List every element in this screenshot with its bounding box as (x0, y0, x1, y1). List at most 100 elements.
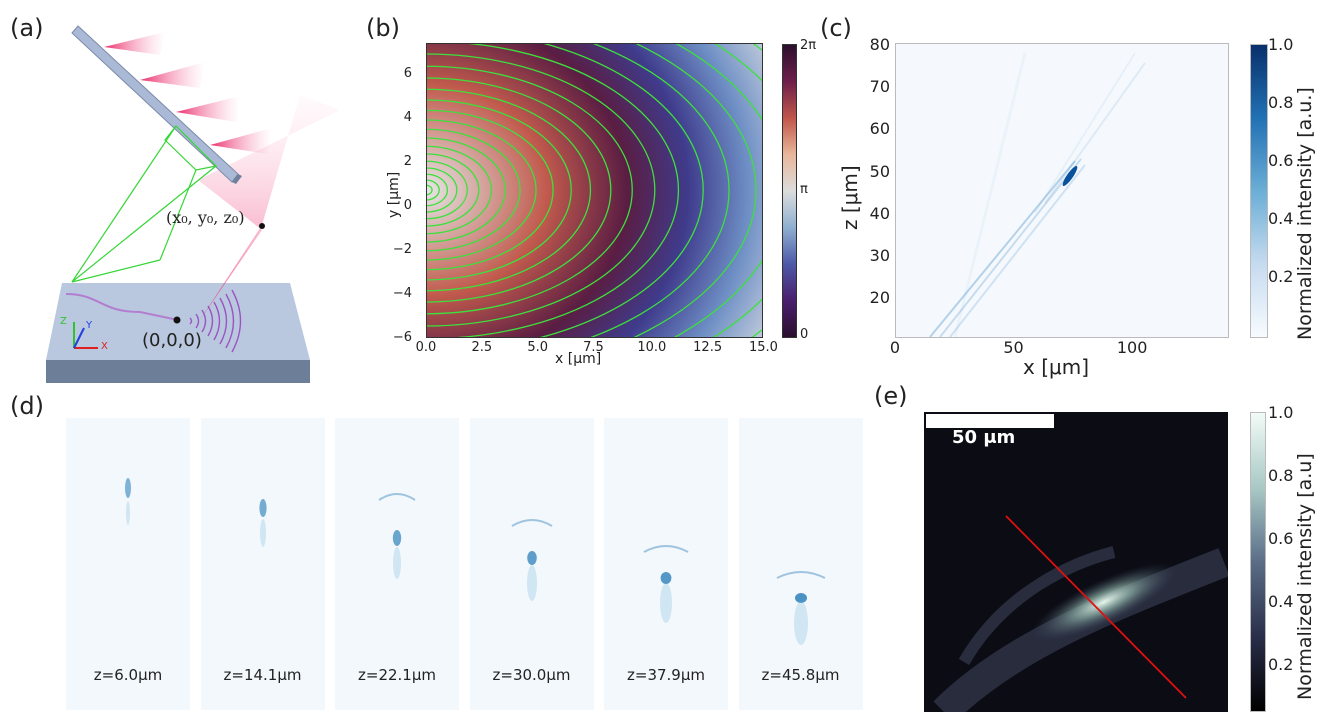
slice-panel: z=30.0μm (469, 418, 594, 710)
scalebar (926, 414, 1054, 428)
intensity-xz-x-tick: 100 (1116, 338, 1148, 357)
phase-contour (426, 119, 537, 261)
phase-contour (426, 137, 506, 243)
phase-colorbar-tick-pi: π (800, 182, 808, 197)
intensity-xz-y-tick: 20 (869, 288, 890, 308)
focus-dot (259, 223, 265, 229)
slice-image (510, 519, 553, 601)
phase-map-y-tick: 4 (403, 110, 412, 125)
phase-map-x-tick: 5.0 (527, 340, 548, 355)
phase-map-y-tick: 2 (403, 154, 412, 169)
phase-colorbar (782, 44, 797, 338)
axis-x-label: X (101, 341, 108, 352)
fiber-beam-1 (104, 32, 165, 55)
phase-map-x-tick: 2.5 (471, 340, 493, 355)
intensity-xz-y-tick: 70 (869, 77, 890, 97)
slice-image (378, 493, 416, 579)
measured-colorbar-tick: 0.4 (1268, 592, 1294, 611)
intensity-xz-frame (895, 43, 1229, 338)
phase-map-x-tick: 0.0 (415, 340, 437, 355)
slice-z-label: z=14.1μm (223, 666, 302, 684)
scalebar-label: 50 μm (952, 427, 1016, 448)
slice-panel: z=6.0μm (66, 418, 190, 710)
measured-colorbar-label: Normalized intensity [a.u] (1294, 453, 1316, 700)
focus-point-label: (x₀, y₀, z₀) (166, 208, 245, 227)
field-of-view-lines (71, 125, 218, 283)
phase-contour (426, 179, 440, 201)
slice-panel: z=45.8μm (738, 418, 863, 710)
intensity-xz-y-tick: 50 (869, 161, 890, 181)
panel-b-label: (b) (366, 14, 400, 42)
phase-contour (426, 145, 493, 235)
slice-image (125, 478, 131, 525)
phase-contour (426, 109, 554, 271)
panel-c-label: (c) (820, 14, 852, 42)
slice-image (258, 499, 267, 547)
phase-contour (426, 99, 572, 281)
intensity-xz-y-tick: 80 (869, 35, 890, 55)
intensity-xz-colorbar-tick: 1.0 (1268, 35, 1294, 54)
slice-image (643, 545, 689, 623)
axis-z-label: Z (60, 316, 67, 327)
origin-dot (173, 316, 181, 324)
measured-colorbar-tick: 1.0 (1268, 403, 1294, 422)
measured-colorbar-tick: 0.6 (1268, 529, 1294, 548)
slice-z-label: z=37.9μm (627, 666, 705, 684)
panel-e-label: (e) (874, 382, 908, 410)
measured-colorbar-tick: 0.8 (1268, 466, 1294, 485)
intensity-xz-colorbar-tick: 0.8 (1268, 93, 1294, 112)
fiber-beam-3 (176, 96, 240, 122)
phase-contour (426, 88, 592, 292)
phase-contour (539, 43, 704, 337)
chip-side (46, 360, 310, 383)
slice-z-label: z=45.8μm (761, 666, 840, 684)
phase-map-x-tick: 7.5 (583, 340, 604, 355)
intensity-xz-colorbar-tick: 0.4 (1268, 209, 1294, 228)
slice-z-label: z=22.1μm (358, 666, 436, 684)
slice-panel: z=14.1μm (200, 418, 325, 710)
phase-map-x-label: x [μm] (555, 351, 602, 367)
grating-emitter (189, 289, 242, 353)
intensity-xz-colorbar-label: Normalized intensity [a.u.] (1294, 87, 1316, 340)
intensity-xz-y-tick: 40 (869, 203, 890, 223)
intensity-xz-colorbar-tick: 0.2 (1268, 267, 1294, 286)
waveguide (65, 293, 179, 321)
phase-contour (426, 167, 458, 213)
panel-a-label: (a) (10, 14, 44, 42)
slice-panel: z=22.1μm (335, 418, 459, 710)
phase-map-frame (426, 43, 763, 338)
fiber-beam-2 (140, 62, 205, 88)
phase-contour (426, 77, 612, 303)
intensity-xz-y-tick: 30 (869, 245, 890, 265)
intensity-xz-y-label: z [μm] (838, 165, 862, 230)
phase-contour (426, 128, 521, 252)
intensity-xz-y-tick: 60 (869, 119, 890, 139)
slice-z-label: z=6.0μm (93, 666, 163, 684)
phase-contour (426, 153, 480, 227)
phase-map-image (426, 43, 762, 337)
fiber-beam-4 (210, 128, 272, 154)
phase-contour (633, 43, 757, 337)
phase-contour (590, 43, 730, 337)
intensity-xz-colorbar-tick: 0.6 (1268, 151, 1294, 170)
panel-a-schematic (46, 25, 340, 383)
phase-contour (426, 53, 656, 327)
phase-map-y-label: y [μm] (386, 171, 402, 218)
phase-contour (426, 65, 633, 315)
measured-image (924, 412, 1228, 712)
intensity-xz-x-tick: 50 (1003, 338, 1024, 357)
phase-contour (426, 160, 468, 220)
intensity-xz-x-label: x [μm] (1023, 355, 1090, 379)
phase-map-y-tick: −6 (392, 330, 412, 345)
slice-panel: z=37.9μm (604, 418, 728, 710)
phase-map-y-tick: −4 (392, 286, 412, 301)
panel-d-label: (d) (10, 392, 44, 420)
phase-map-y-tick: −2 (392, 242, 412, 257)
phase-map-y-tick: 6 (403, 66, 412, 81)
phase-map-x-tick: 12.5 (693, 340, 723, 355)
slice-z-label: z=30.0μm (492, 666, 571, 684)
phase-contour (426, 173, 449, 207)
intensity-xz-colorbar (1250, 44, 1268, 338)
phase-map-x-tick: 10.0 (637, 340, 667, 355)
coordinate-axes (73, 322, 98, 349)
